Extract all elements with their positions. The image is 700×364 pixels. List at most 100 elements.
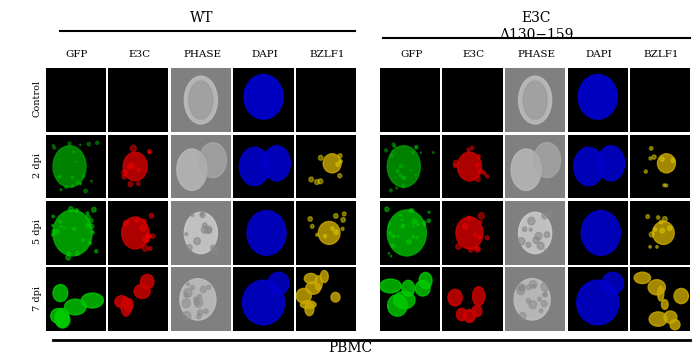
Circle shape [195,300,200,305]
Ellipse shape [50,309,64,323]
Circle shape [89,241,91,243]
Circle shape [526,242,531,247]
Ellipse shape [55,312,70,328]
Circle shape [76,161,77,162]
Circle shape [148,151,151,154]
Circle shape [660,228,664,233]
Circle shape [390,189,392,192]
Ellipse shape [53,285,68,302]
Circle shape [665,184,668,187]
Circle shape [668,226,672,230]
Ellipse shape [239,147,270,186]
Ellipse shape [189,81,213,119]
Circle shape [409,209,412,212]
Circle shape [389,223,391,224]
Ellipse shape [134,284,150,298]
Circle shape [535,232,542,240]
Circle shape [389,225,390,226]
Circle shape [55,230,60,234]
Ellipse shape [393,291,415,309]
Circle shape [662,217,667,222]
Circle shape [194,297,197,301]
Ellipse shape [634,272,650,284]
Circle shape [64,228,65,229]
Circle shape [137,168,140,171]
Circle shape [200,212,205,218]
Circle shape [142,245,148,251]
Circle shape [526,285,531,290]
Ellipse shape [657,286,664,301]
Circle shape [316,233,318,236]
Circle shape [90,224,94,228]
Circle shape [89,242,91,245]
Ellipse shape [53,210,92,256]
Circle shape [542,213,548,219]
Circle shape [410,209,414,212]
Circle shape [547,211,552,217]
Ellipse shape [670,320,680,330]
Ellipse shape [244,75,283,119]
Circle shape [415,146,418,148]
Circle shape [539,309,542,313]
Circle shape [485,236,489,240]
Ellipse shape [519,76,552,124]
Circle shape [66,255,71,260]
Ellipse shape [472,305,482,317]
Circle shape [318,179,323,184]
Circle shape [182,299,190,308]
Circle shape [656,246,658,248]
Circle shape [194,238,200,245]
Circle shape [385,207,389,211]
Circle shape [314,180,319,185]
Circle shape [69,207,74,211]
Circle shape [413,225,414,227]
Circle shape [478,169,483,174]
Circle shape [184,293,188,297]
Ellipse shape [664,311,677,323]
Ellipse shape [387,210,426,256]
Circle shape [122,170,127,176]
Ellipse shape [300,301,316,309]
Circle shape [136,182,140,186]
Text: 7 dpi: 7 dpi [33,285,42,310]
Circle shape [397,235,399,237]
Text: WT: WT [190,11,214,25]
Circle shape [407,240,411,244]
Text: E3C: E3C [128,50,150,59]
Circle shape [60,226,62,228]
Circle shape [204,309,208,314]
Circle shape [474,233,477,237]
Ellipse shape [511,149,541,190]
Circle shape [476,164,479,167]
Circle shape [183,312,191,320]
Text: E3C: E3C [463,50,485,59]
Circle shape [57,176,60,178]
Text: 2 dpi: 2 dpi [33,153,42,178]
Circle shape [542,293,546,296]
Circle shape [143,236,148,242]
Ellipse shape [184,76,218,124]
Circle shape [473,247,476,250]
Text: GFP: GFP [400,50,422,59]
Circle shape [390,154,393,157]
Circle shape [653,228,657,231]
Circle shape [122,175,126,179]
Ellipse shape [247,211,286,255]
Circle shape [94,250,98,253]
Circle shape [52,233,55,236]
Circle shape [187,282,190,286]
Circle shape [309,177,314,182]
Circle shape [518,238,525,245]
Circle shape [52,230,55,233]
Circle shape [92,207,96,212]
Circle shape [80,144,81,146]
Text: DAPI: DAPI [251,50,278,59]
Circle shape [197,294,202,299]
Circle shape [652,155,656,159]
Circle shape [80,183,81,184]
Text: 5 dpi: 5 dpi [33,219,42,244]
Circle shape [323,234,327,238]
Text: PHASE: PHASE [517,50,555,59]
Ellipse shape [304,273,317,284]
Circle shape [541,301,547,307]
